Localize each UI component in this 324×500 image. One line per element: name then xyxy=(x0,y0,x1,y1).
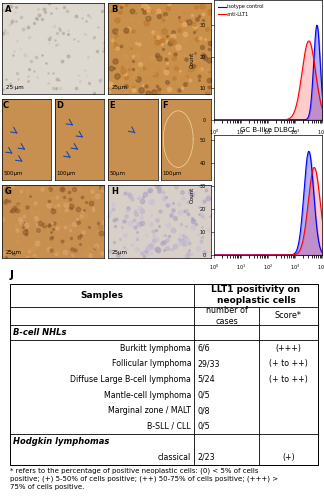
Line: isotype control: isotype control xyxy=(214,25,322,120)
Text: (+ to ++): (+ to ++) xyxy=(269,375,308,384)
Text: 50μm: 50μm xyxy=(110,172,126,176)
Text: * refers to the percentage of positive neoplastic cells: (0) < 5% of cells
posit: * refers to the percentage of positive n… xyxy=(10,468,278,490)
Text: 5/24: 5/24 xyxy=(198,375,215,384)
Text: H: H xyxy=(111,186,118,196)
Text: classical: classical xyxy=(158,453,191,462)
Polygon shape xyxy=(187,135,209,175)
Text: 6/6: 6/6 xyxy=(198,344,210,352)
Text: C: C xyxy=(3,101,9,110)
anti-LLT1 xyxy=(320,106,324,112)
isotype control xyxy=(276,117,280,123)
Legend: isotype control, anti-LLT1: isotype control, anti-LLT1 xyxy=(216,2,265,18)
anti-LLT1 xyxy=(276,117,280,123)
Text: 100μm: 100μm xyxy=(163,172,182,176)
Text: 25μm: 25μm xyxy=(6,250,22,254)
Text: 0/5: 0/5 xyxy=(198,422,210,430)
isotype control xyxy=(212,117,216,123)
anti-LLT1 xyxy=(212,117,216,123)
Text: 25 μm: 25 μm xyxy=(6,85,23,90)
anti-LLT1 xyxy=(318,96,322,102)
isotype control xyxy=(301,117,305,123)
Text: 2/23: 2/23 xyxy=(198,453,215,462)
Text: B-SLL / CLL: B-SLL / CLL xyxy=(147,422,191,430)
Text: Hodgkin lymphomas: Hodgkin lymphomas xyxy=(13,438,109,446)
Line: anti-LLT1: anti-LLT1 xyxy=(214,41,322,120)
Text: 29/33: 29/33 xyxy=(198,360,220,368)
anti-LLT1 xyxy=(264,117,268,123)
Text: B: B xyxy=(111,5,117,14)
Text: 25μm: 25μm xyxy=(112,250,128,254)
Text: I: I xyxy=(219,5,222,14)
Text: G: G xyxy=(5,186,12,196)
Polygon shape xyxy=(163,111,193,168)
Text: J: J xyxy=(10,270,14,280)
anti-LLT1 xyxy=(271,117,274,123)
Title: GC B-like DLBCL: GC B-like DLBCL xyxy=(240,128,296,134)
Text: A: A xyxy=(5,5,11,14)
anti-LLT1 xyxy=(307,38,311,44)
isotype control xyxy=(264,117,268,123)
Text: Follicular lymphoma: Follicular lymphoma xyxy=(111,360,191,368)
Text: (+): (+) xyxy=(282,453,295,462)
Text: 500μm: 500μm xyxy=(4,172,23,176)
Text: B-cell NHLs: B-cell NHLs xyxy=(13,328,66,337)
Text: Score*: Score* xyxy=(275,312,302,320)
anti-LLT1 xyxy=(301,64,305,70)
anti-LLT1 xyxy=(263,117,267,123)
Text: Marginal zone / MALT: Marginal zone / MALT xyxy=(108,406,191,415)
Text: 25μm: 25μm xyxy=(112,85,128,90)
Text: 0/5: 0/5 xyxy=(198,390,210,400)
Text: D: D xyxy=(56,101,63,110)
Text: F: F xyxy=(162,101,168,110)
Text: number of
cases: number of cases xyxy=(206,306,248,326)
Text: Burkitt lymphoma: Burkitt lymphoma xyxy=(120,344,191,352)
isotype control xyxy=(315,22,319,28)
Bar xyxy=(10,284,318,465)
Text: 0/8: 0/8 xyxy=(198,406,210,415)
Text: (+++): (+++) xyxy=(275,344,301,352)
isotype control xyxy=(263,117,267,123)
Y-axis label: Count: Count xyxy=(190,187,194,203)
Y-axis label: Count: Count xyxy=(190,52,194,68)
Text: Samples: Samples xyxy=(81,291,123,300)
Text: Diffuse Large B-cell lymphoma: Diffuse Large B-cell lymphoma xyxy=(70,375,191,384)
isotype control xyxy=(318,56,322,62)
Text: 100μm: 100μm xyxy=(57,172,76,176)
Text: Mantle-cell lymphoma: Mantle-cell lymphoma xyxy=(104,390,191,400)
Text: (+ to ++): (+ to ++) xyxy=(269,360,308,368)
Text: E: E xyxy=(109,101,115,110)
Text: LLT1 positivity on
neoplastic cells: LLT1 positivity on neoplastic cells xyxy=(211,286,301,306)
isotype control xyxy=(320,93,324,99)
isotype control xyxy=(271,117,274,123)
